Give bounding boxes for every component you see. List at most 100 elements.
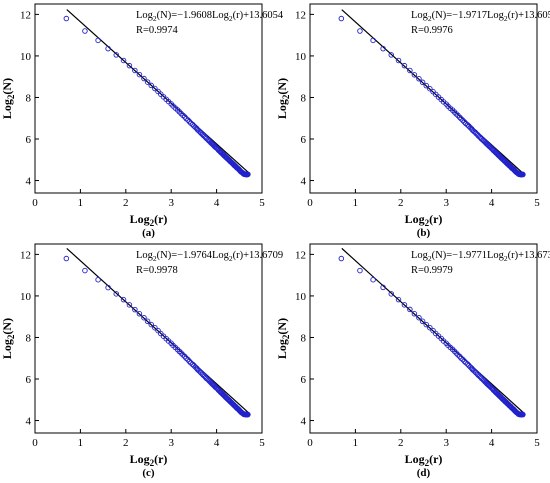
plot-frame bbox=[34, 3, 263, 194]
chart-panel-3: 0 1 2 3 4 54681012Log2(r)Log2(N)(d)Log2(N)=−1… bbox=[275, 243, 550, 479]
data-point bbox=[338, 15, 345, 22]
fit-equation-part: (r)+13.6736 bbox=[508, 250, 550, 261]
data-point bbox=[460, 117, 466, 124]
panel-label: (b) bbox=[417, 227, 431, 239]
x-tick-label: 0 bbox=[32, 437, 38, 449]
x-axis-label-arg: (r) bbox=[429, 212, 442, 226]
panel-label: (d) bbox=[417, 467, 431, 479]
y-tick-label: 10 bbox=[20, 291, 32, 303]
fit-equation-part: (r)+13.605 bbox=[508, 10, 550, 21]
x-axis-label-sub: 2 bbox=[150, 218, 155, 228]
y-tick-label: 12 bbox=[20, 249, 31, 261]
x-axis-label-sub: 2 bbox=[150, 458, 155, 468]
data-point bbox=[132, 306, 138, 313]
data-point bbox=[407, 67, 413, 74]
y-axis-label-base: Log bbox=[0, 99, 14, 119]
data-point bbox=[423, 321, 429, 328]
data-point bbox=[126, 302, 133, 308]
data-point bbox=[63, 15, 70, 22]
data-point bbox=[182, 114, 188, 120]
y-tick-label: 6 bbox=[301, 374, 307, 386]
data-point bbox=[141, 75, 147, 82]
data-point bbox=[460, 356, 466, 363]
data-point bbox=[416, 314, 422, 321]
data-point bbox=[148, 321, 154, 328]
data-point bbox=[423, 82, 429, 89]
data-point bbox=[148, 82, 154, 89]
x-tick-label: 4 bbox=[489, 437, 495, 449]
y-tick-label: 12 bbox=[295, 9, 306, 21]
y-axis-label-base: Log bbox=[0, 339, 14, 359]
x-axis-label-sub: 2 bbox=[425, 218, 430, 228]
data-point bbox=[388, 291, 395, 297]
data-point bbox=[419, 79, 426, 86]
data-point bbox=[388, 52, 395, 58]
fit-equation-part: (N)=−1.9764Log bbox=[157, 250, 230, 261]
y-tick-label: 12 bbox=[20, 9, 31, 21]
x-axis-label-base: Log bbox=[130, 212, 150, 226]
fit-line bbox=[66, 247, 249, 414]
fit-equation-part: 2 bbox=[504, 14, 508, 23]
data-point bbox=[82, 28, 88, 34]
fit-equation-part: 2 bbox=[504, 254, 508, 263]
y-axis-label: Log2(N) bbox=[0, 78, 16, 119]
y-axis-label: Log2(N) bbox=[275, 78, 291, 119]
fit-equation-part: 2 bbox=[428, 14, 432, 23]
data-point bbox=[182, 353, 188, 360]
data-point bbox=[395, 296, 402, 303]
data-point bbox=[416, 76, 422, 82]
correlation-value: R=0.9978 bbox=[136, 265, 178, 276]
fit-equation: Log2(N)=−1.9771Log2(r)+13.6736 bbox=[411, 250, 550, 263]
data-point bbox=[120, 296, 127, 303]
x-tick-label: 5 bbox=[259, 197, 265, 209]
fit-equation: Log2(N)=−1.9764Log2(r)+13.6709 bbox=[136, 250, 283, 263]
data-point bbox=[186, 118, 193, 125]
fit-equation-part: (N)=−1.9771Log bbox=[432, 250, 505, 261]
data-point bbox=[338, 255, 345, 262]
data-point bbox=[141, 314, 147, 321]
x-tick-label: 2 bbox=[123, 197, 129, 209]
y-axis-label-sub: 2 bbox=[281, 334, 291, 339]
data-point bbox=[464, 361, 471, 367]
x-axis-label-arg: (r) bbox=[154, 212, 167, 226]
y-tick-label: 8 bbox=[26, 332, 32, 344]
data-point bbox=[155, 327, 161, 334]
fit-equation-part: (r)+13.6054 bbox=[233, 10, 284, 21]
data-point bbox=[357, 28, 363, 34]
chart-panel-1: 0 1 2 3 4 54681012Log2(r)Log2(N)(b)Log2(N)=−1… bbox=[275, 3, 550, 239]
x-tick-label: 4 bbox=[489, 197, 495, 209]
fit-equation: Log2(N)=−1.9717Log2(r)+13.605 bbox=[411, 10, 550, 23]
chart-panel-2: 0 1 2 3 4 54681012Log2(r)Log2(N)(c)Log2(N)=−1… bbox=[0, 243, 283, 479]
y-axis-label-arg: (N) bbox=[275, 78, 289, 95]
data-point bbox=[95, 276, 101, 283]
x-axis-label-base: Log bbox=[405, 212, 425, 226]
x-tick-label: 1 bbox=[353, 437, 359, 449]
x-axis-label-arg: (r) bbox=[429, 452, 442, 466]
x-axis-label-sub: 2 bbox=[425, 458, 430, 468]
plot-frame bbox=[309, 3, 538, 194]
y-tick-label: 6 bbox=[26, 134, 32, 146]
y-axis-label-sub: 2 bbox=[281, 94, 291, 99]
fit-equation-part: 2 bbox=[153, 14, 157, 23]
x-axis-label: Log2(r) bbox=[130, 452, 168, 468]
x-tick-label: 0 bbox=[307, 197, 313, 209]
fit-equation-part: 2 bbox=[229, 254, 233, 263]
y-tick-label: 4 bbox=[26, 416, 32, 428]
x-axis-label-base: Log bbox=[405, 452, 425, 466]
fit-line bbox=[66, 9, 249, 173]
correlation-value: R=0.9979 bbox=[411, 265, 453, 276]
data-point bbox=[411, 311, 418, 317]
fit-equation-part: 2 bbox=[229, 14, 233, 23]
data-point bbox=[401, 62, 408, 69]
data-point bbox=[380, 284, 386, 291]
data-point bbox=[427, 324, 433, 331]
data-point bbox=[95, 37, 101, 44]
y-tick-label: 6 bbox=[301, 134, 307, 146]
data-point bbox=[370, 37, 376, 44]
data-point bbox=[82, 267, 88, 274]
y-tick-label: 10 bbox=[20, 51, 32, 63]
fit-equation-part: Log bbox=[411, 250, 429, 261]
y-tick-label: 12 bbox=[295, 249, 306, 261]
data-point bbox=[407, 306, 413, 313]
panel-label: (c) bbox=[142, 467, 155, 479]
